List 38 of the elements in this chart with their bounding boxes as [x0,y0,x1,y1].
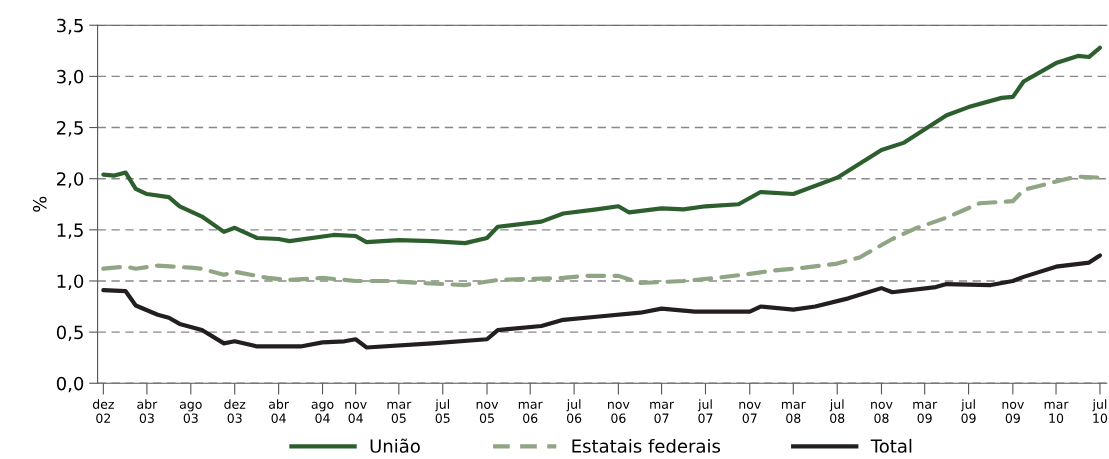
x-tick-label: abr 03 [137,399,158,423]
x-tick-label: nov 06 [608,401,630,423]
line-series [101,45,1103,246]
x-tick-label: mar 05 [387,401,412,423]
y-axis-title: % [32,196,47,212]
x-tick-label: mar 07 [650,401,675,423]
x-tick-label: nov 09 [1002,401,1024,423]
x-tick-label: nov 07 [739,401,761,423]
x-tick-label: jul 06 [566,399,582,423]
x-tick-label: abr 04 [269,399,289,423]
x-tick-label: dez 03 [224,399,246,423]
x-tick-label: jul 05 [435,399,450,423]
x-tick-label: jul 07 [697,399,713,423]
y-tick-label: 2,5 [57,121,83,137]
x-tick-label: nov 05 [476,401,499,423]
line-series [101,253,1103,350]
x-tick-label: nov 08 [871,401,893,423]
x-tick-label: mar 08 [781,401,806,423]
y-tick-label: 3,5 [57,18,83,35]
x-tick-label: mar 09 [913,401,938,423]
legend-label: Estatais federais [572,438,721,453]
y-tick-label: 1,0 [57,274,84,290]
x-tick-label: jul 10 [1092,399,1108,423]
x-tick-label: nov 04 [345,401,367,423]
y-tick-label: 3,0 [57,69,84,86]
x-tick-label: ago 04 [311,401,334,423]
x-tick-label: ago 03 [179,401,202,423]
x-tick-label: jul 08 [829,399,845,423]
y-tick-label: 2,0 [57,172,84,188]
y-tick-label: 0,5 [56,325,83,342]
legend-label: Total [870,438,912,453]
x-tick-label: mar 10 [1044,401,1069,423]
x-tick-label: jul 09 [960,399,976,423]
legend-label: União [370,438,420,453]
x-tick-label: dez 02 [92,399,114,423]
y-tick-label: 1,5 [57,223,83,239]
x-tick-label: mar 06 [518,401,543,423]
y-tick-label: 0,0 [56,376,84,393]
